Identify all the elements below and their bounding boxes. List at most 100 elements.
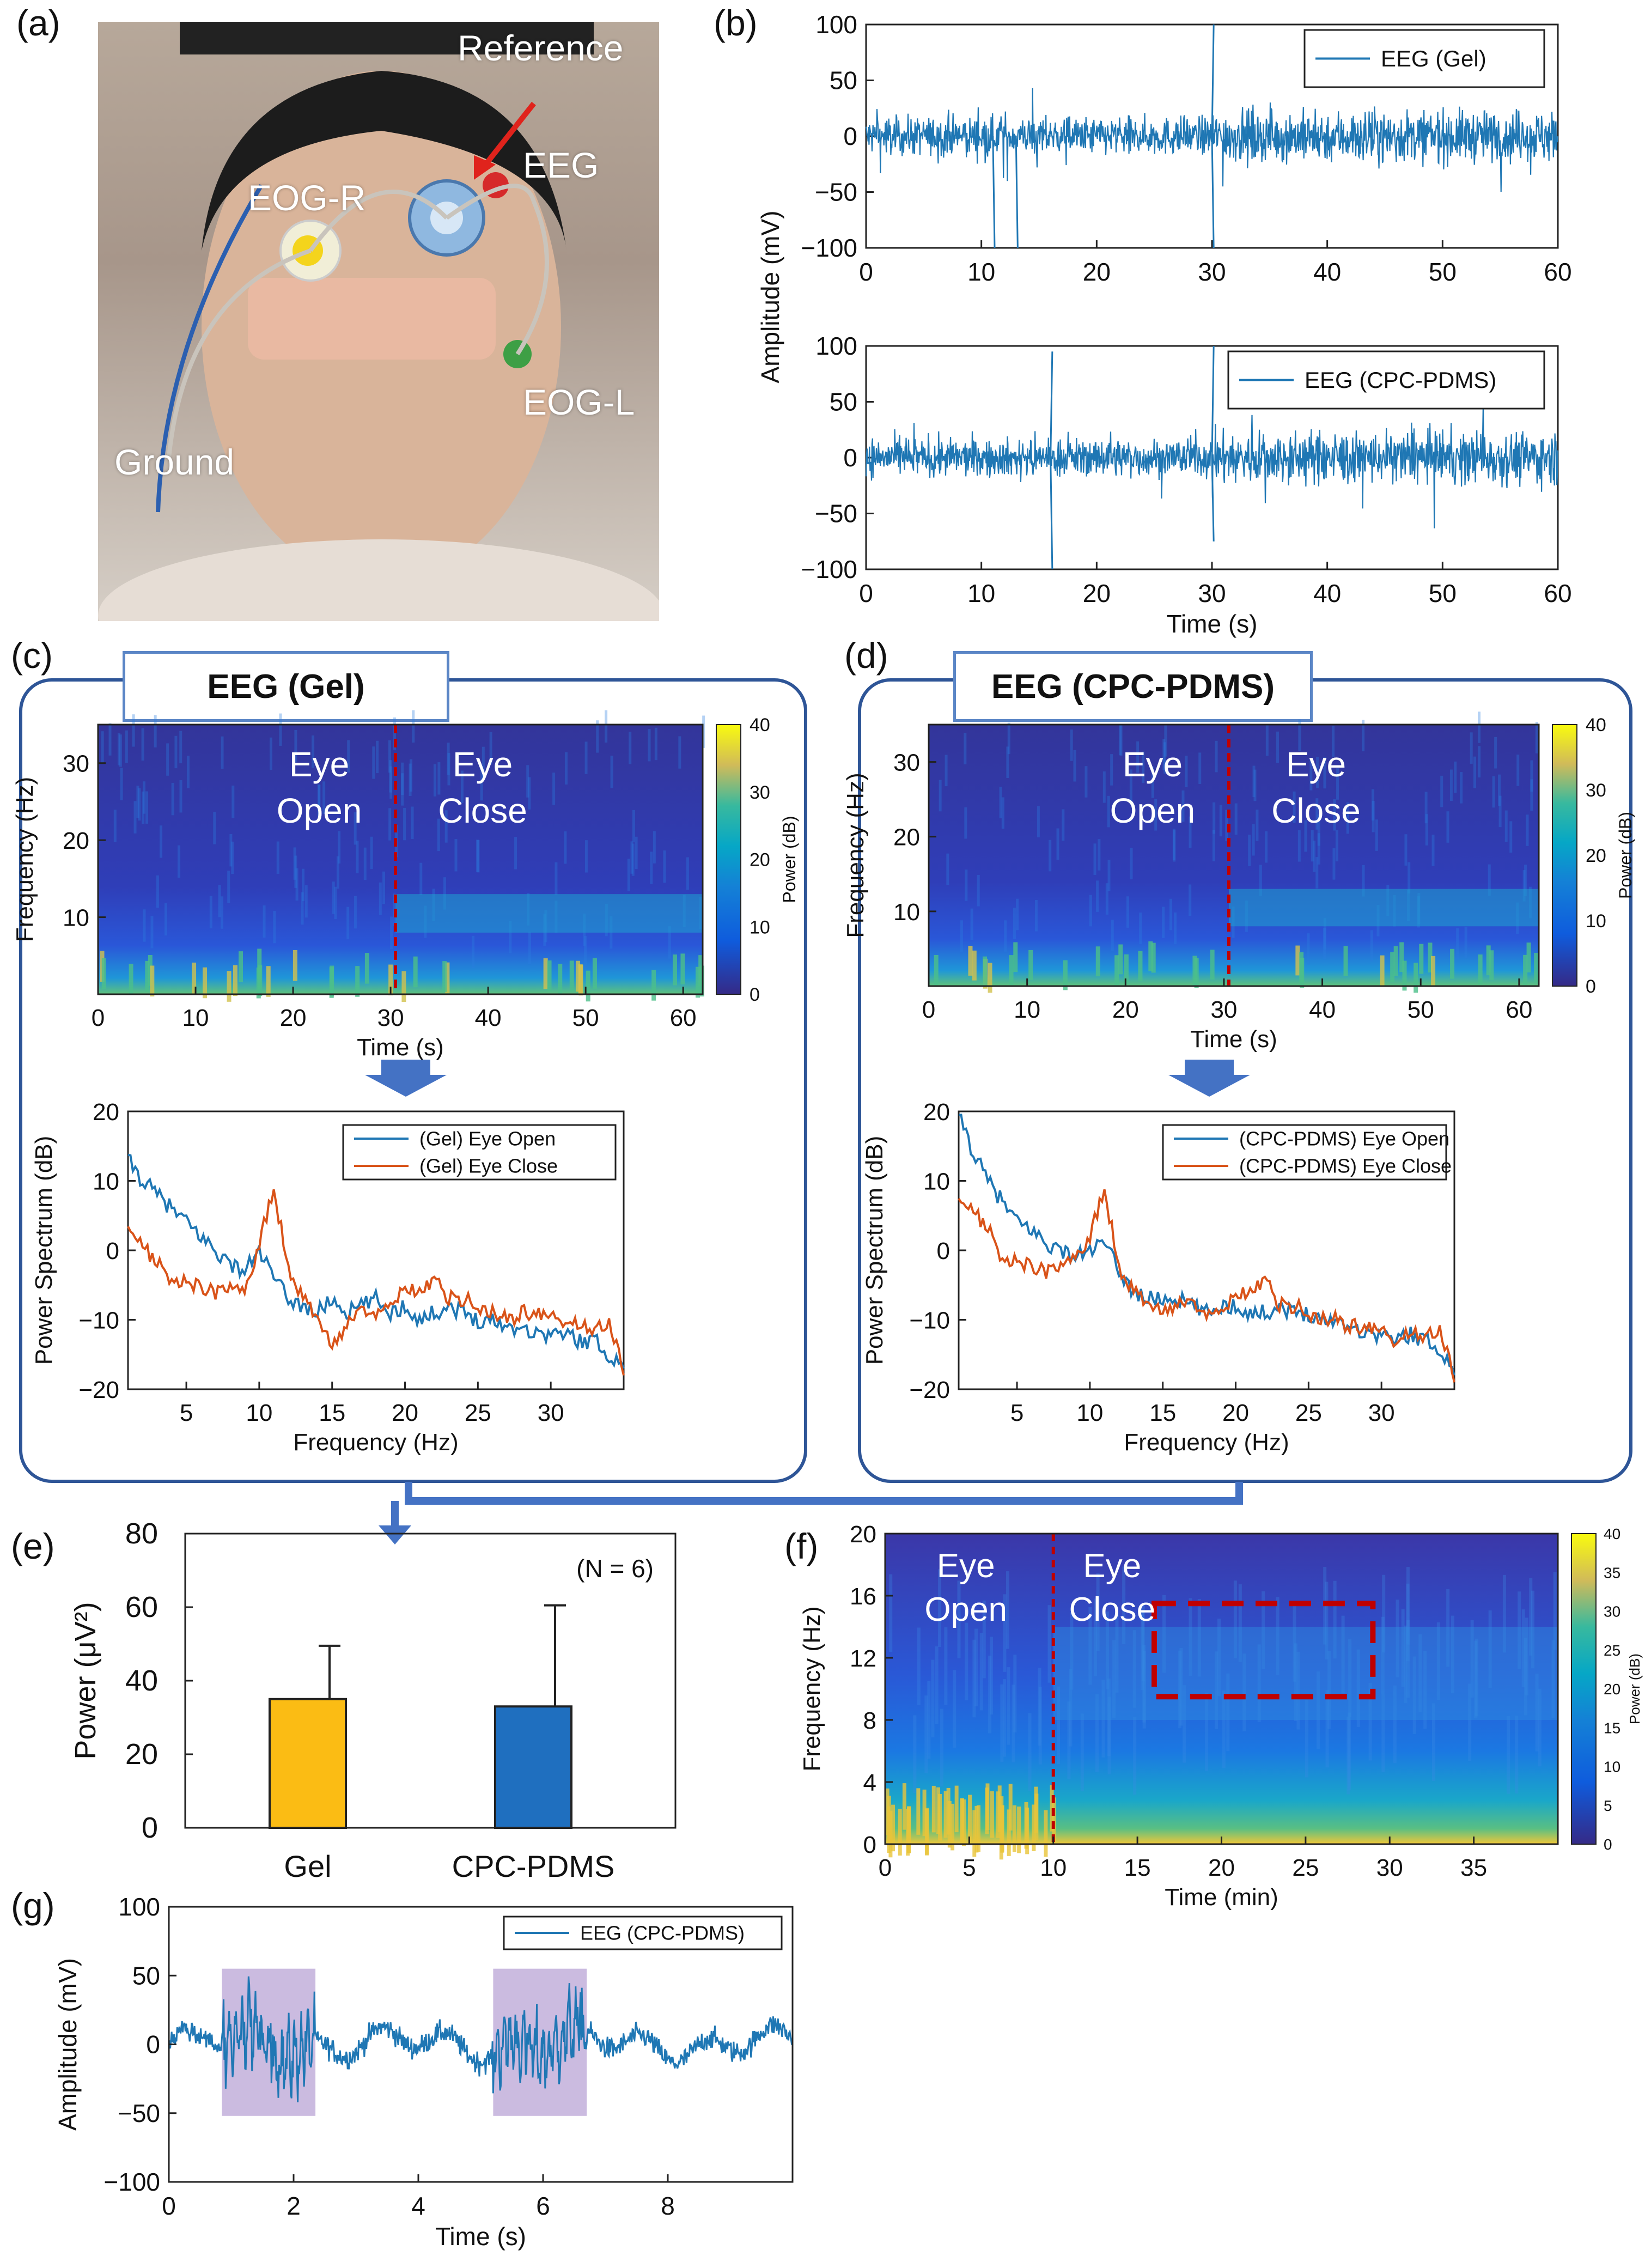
d_spec-lowfreq-spot [1393,946,1398,976]
c_spec-streak [138,788,141,821]
f-xlabel: Time (min) [1165,1884,1278,1911]
c_spec-streak [489,732,492,765]
d_spec-streak [1173,830,1176,862]
d_spec-colorbar [1552,724,1577,987]
f-lowfreq-spot [954,1785,959,1833]
d_spec-streak [1494,737,1497,769]
c_psd-series-eye-open [127,1153,625,1369]
c_spec-streak [596,720,599,753]
c_spec-lowfreq-spot [258,965,263,996]
f-xtick-label: 20 [1208,1854,1235,1881]
b2-spike [1050,457,1053,570]
d_spec-lowfreq-spot [1009,955,1014,985]
g-xtick-label: 8 [661,2192,675,2220]
c_spec-xtick-label: 60 [670,1005,697,1031]
f-streak [1122,1566,1126,1644]
b1-spike [1211,24,1215,137]
d-down-arrow [1185,1060,1234,1075]
c_spec-streak [336,856,339,889]
c_spec-colorbar-tick: 30 [750,782,770,803]
f-lowfreq-spot [916,1788,921,1835]
c_spec-streak [460,770,464,803]
c_spec-streak [133,801,137,834]
f-streak [1382,1574,1386,1653]
f-xtick-label: 0 [879,1854,892,1881]
f-streak [1013,1655,1017,1732]
d_spec-streak [1276,731,1279,763]
f-streak [988,1655,992,1734]
panel-c-title: EEG (Gel) [123,651,449,722]
c_spec-lowfreq-spot [569,960,574,992]
c_spec-streak [584,936,587,969]
c_spec-streak [419,862,423,896]
c_spec-streak [627,859,630,891]
c_spec-streak [113,810,117,842]
f-streak [1294,1643,1297,1721]
c_spec-streak [370,836,373,869]
f-streak [1002,1679,1006,1757]
d_spec-eye-close-label-2: Close [1271,791,1361,830]
c_spec-streak [480,768,483,801]
d_spec-xlabel: Time (s) [1190,1026,1277,1053]
c_spec-streak [482,746,485,780]
f-streak [1551,1640,1555,1718]
c_spec-alpha-band [395,894,703,933]
c_spec-streak [132,714,135,747]
g-legend-entry: EEG (CPC-PDMS) [580,1922,745,1944]
f-streak [1529,1578,1533,1656]
d_spec-streak [946,853,949,885]
c_spec-streak [276,841,279,874]
d_spec-streak [1256,810,1259,841]
c_spec-eye-close-label-2: Close [438,791,527,830]
f-ytick-label: 8 [863,1707,876,1734]
b2-xtick-label: 10 [967,579,995,607]
d_spec-streak [1151,767,1154,798]
d_psd-ytick-label: 0 [937,1238,950,1264]
d_spec-xtick-label: 40 [1309,996,1336,1023]
e-ytick-label: 0 [142,1811,158,1844]
f-streak [1468,1683,1472,1762]
d_spec-lowfreq-spot [1343,946,1348,976]
f-streak [1006,1571,1009,1649]
d_spec-lowfreq-spot [972,950,977,981]
f-streak [1525,1618,1528,1695]
d_psd-xtick-label: 30 [1368,1400,1395,1426]
c_spec-lowfreq-spot [558,964,563,995]
b1-xtick-label: 30 [1198,258,1226,286]
d_spec-streak [1118,723,1122,756]
f-lowfreq-spot [887,1806,891,1853]
f-streak [1112,1640,1116,1718]
f-streak [1133,1717,1137,1795]
c_psd-xtick-label: 15 [319,1400,345,1426]
f-colorbar-tick: 25 [1604,1642,1620,1659]
f-colorbar-tick: 5 [1604,1797,1612,1814]
d_spec-streak [1189,884,1192,916]
c_spec-streak [145,791,149,824]
d_spec-lowfreq-spot [1402,960,1407,991]
f-streak [1333,1580,1337,1659]
c_spec-lowfreq-spot [695,966,700,998]
d_spec-streak [1497,774,1501,806]
f-lowfreq-spot [1024,1802,1028,1849]
d_spec-lowfreq-spot [1414,963,1418,993]
f-streak [1214,1651,1218,1729]
f-streak [1115,1615,1119,1693]
d_spec-lowfreq-spot [1399,942,1404,972]
d_psd-xtick-label: 5 [1010,1400,1023,1426]
f-colorbar-tick: 10 [1604,1759,1620,1776]
d_spec-lowfreq-spot [1118,944,1123,975]
f-streak [1178,1650,1182,1729]
f-eye-open-label-1: Eye [937,1547,995,1585]
f-streak [1406,1583,1410,1662]
c_spec-streak [584,741,588,774]
d_psd-xtick-label: 15 [1149,1400,1176,1426]
d_spec-lowfreq-spot [1148,941,1153,971]
c_spec-streak [213,812,216,844]
d_spec-streak [1362,720,1365,752]
f-xtick-label: 30 [1376,1854,1403,1881]
c_spec-colorbar [716,724,741,995]
d_psd-ytick-label: 20 [923,1099,950,1126]
g-ytick-label: 50 [132,1961,160,1990]
f-streak [1507,1716,1510,1794]
c_spec-streak [476,840,479,872]
